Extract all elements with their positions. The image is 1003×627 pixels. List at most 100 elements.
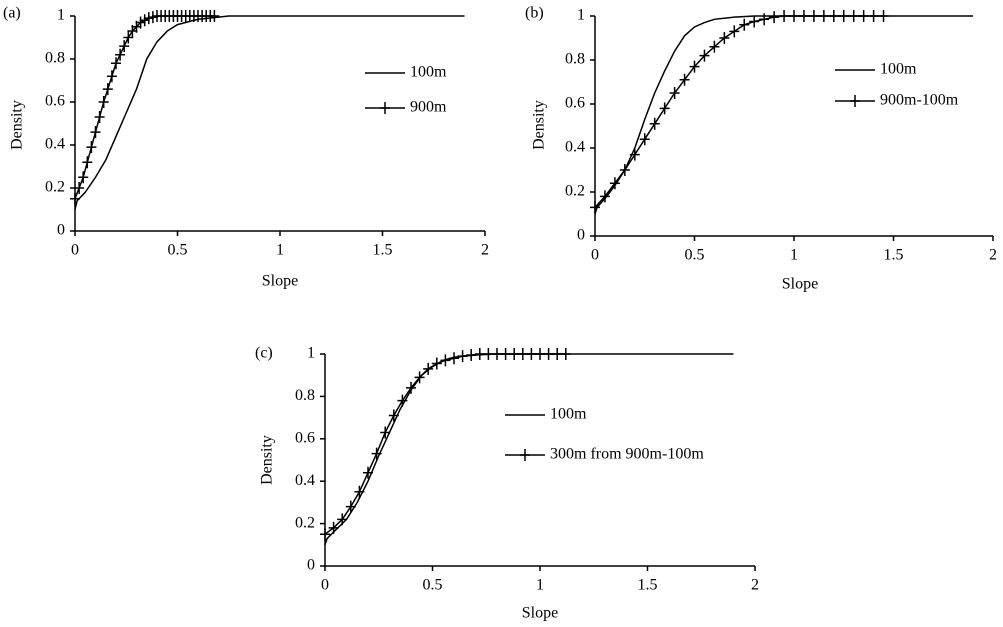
marker xyxy=(106,70,117,83)
marker xyxy=(679,73,690,86)
y-tick-label: 0 xyxy=(57,222,65,239)
y-tick-label: 0.8 xyxy=(565,51,585,68)
marker xyxy=(629,148,640,161)
marker xyxy=(431,357,442,370)
y-tick-label: 0.8 xyxy=(295,387,315,404)
marker xyxy=(509,348,520,360)
marker xyxy=(709,40,720,53)
marker xyxy=(371,447,382,460)
marker xyxy=(209,10,220,22)
y-axis-label: Density xyxy=(531,100,548,150)
panel: (c) 0 0.2 0.4 0.6 0.8 1 0 0.5 1 1.5 2 Slope Density 10… xyxy=(255,345,759,622)
x-tick-label: 0.5 xyxy=(423,577,443,594)
legend-label: 900m-100m xyxy=(880,92,959,109)
marker xyxy=(560,348,571,360)
panel: (b) 0 0.2 0.4 0.6 0.8 1 0 0.5 1 1.5 2 Slope Density 10… xyxy=(525,5,997,293)
marker xyxy=(86,141,97,154)
marker xyxy=(388,409,399,422)
marker xyxy=(492,348,502,360)
y-tick-label: 1 xyxy=(57,7,65,24)
marker xyxy=(719,32,730,44)
marker xyxy=(406,381,416,394)
x-axis-label: Slope xyxy=(522,605,558,622)
y-tick-label: 0.6 xyxy=(565,95,585,112)
marker xyxy=(119,40,130,53)
legend-label: 100m xyxy=(880,61,917,78)
marker xyxy=(543,348,554,360)
marker xyxy=(729,25,740,38)
x-tick-label: 1 xyxy=(536,577,544,594)
x-tick-label: 0.5 xyxy=(685,247,705,264)
marker xyxy=(111,57,121,70)
legend-label: 100m xyxy=(550,406,587,423)
x-tick-label: 1 xyxy=(276,242,284,259)
y-tick-label: 0.2 xyxy=(45,179,65,196)
y-axis-label: Density xyxy=(9,100,26,150)
marker xyxy=(838,10,849,22)
marker xyxy=(590,201,600,214)
marker xyxy=(82,156,93,169)
marker xyxy=(457,350,468,363)
marker xyxy=(380,102,390,114)
marker xyxy=(500,348,511,360)
marker xyxy=(70,192,80,205)
marker xyxy=(848,10,859,22)
x-tick-label: 2 xyxy=(989,247,997,264)
marker xyxy=(328,521,339,534)
x-axis-label: Slope xyxy=(262,273,298,290)
marker xyxy=(878,10,889,22)
marker xyxy=(858,10,869,22)
marker xyxy=(414,371,425,384)
y-tick-label: 1 xyxy=(577,7,585,24)
marker xyxy=(552,348,563,360)
marker xyxy=(143,12,154,25)
x-tick-label: 1.5 xyxy=(373,242,393,259)
x-axis-label: Slope xyxy=(782,276,818,293)
x-tick-label: 2 xyxy=(751,577,759,594)
y-tick-label: 0 xyxy=(577,227,585,244)
marker xyxy=(779,10,790,22)
marker xyxy=(135,16,146,29)
marker xyxy=(759,13,770,26)
series-line xyxy=(74,15,465,210)
marker xyxy=(689,60,700,73)
marker xyxy=(789,10,799,22)
marker xyxy=(699,49,710,62)
marker xyxy=(609,177,620,190)
marker xyxy=(380,426,391,439)
marker xyxy=(769,11,780,24)
marker xyxy=(440,354,451,367)
legend-label: 900m xyxy=(410,99,447,116)
marker xyxy=(74,182,85,194)
marker xyxy=(619,164,630,176)
marker xyxy=(808,10,819,22)
marker xyxy=(828,10,839,22)
x-tick-label: 1.5 xyxy=(638,577,658,594)
marker xyxy=(649,117,660,130)
marker xyxy=(739,18,750,31)
marker xyxy=(599,190,610,203)
marker xyxy=(320,528,330,541)
x-tick-label: 2 xyxy=(481,242,489,259)
panel-label: (c) xyxy=(255,345,273,362)
marker xyxy=(798,10,809,22)
marker xyxy=(639,133,650,146)
y-tick-label: 0.4 xyxy=(45,136,65,153)
y-tick-label: 1 xyxy=(307,345,315,362)
legend-label: 100m xyxy=(410,64,447,81)
marker xyxy=(90,126,101,139)
y-tick-label: 0.2 xyxy=(295,514,315,531)
marker xyxy=(337,513,348,526)
panel-label: (b) xyxy=(525,5,544,22)
marker xyxy=(139,14,150,27)
legend-label: 300m from 900m-100m xyxy=(550,446,704,463)
y-tick-label: 0.4 xyxy=(565,139,585,156)
x-tick-label: 0 xyxy=(71,242,79,259)
marker xyxy=(123,31,134,44)
marker xyxy=(535,348,545,360)
marker xyxy=(749,15,760,28)
y-tick-label: 0.4 xyxy=(295,472,315,489)
y-tick-label: 0.2 xyxy=(565,183,585,200)
panel-label: (a) xyxy=(3,5,21,22)
panel: (a) 0 0.2 0.4 0.6 0.8 1 0 0.5 1 1.5 2 Slope Density 10… xyxy=(3,5,489,290)
